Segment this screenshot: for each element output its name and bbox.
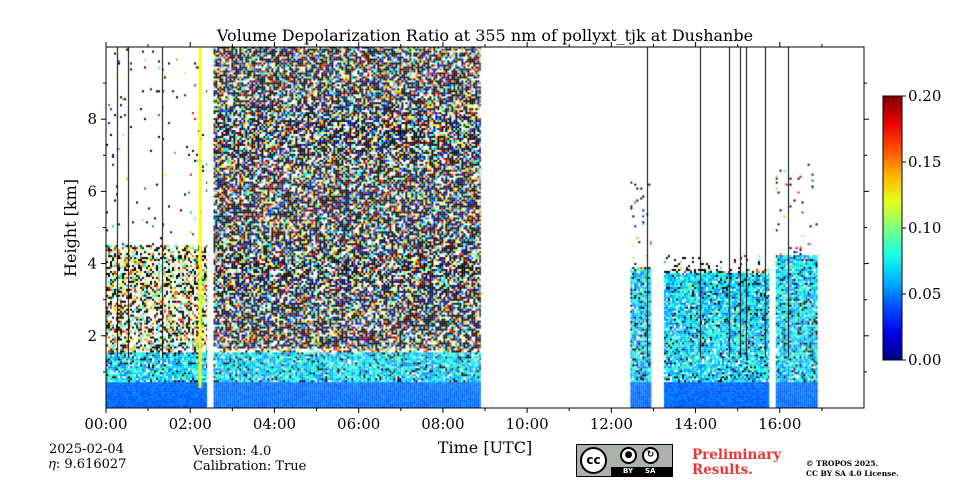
eta-text: 𝜂: 9.616027 — [49, 457, 127, 472]
y-tick-label: 6 — [87, 182, 97, 200]
y-tick-label: 8 — [87, 110, 97, 128]
calibration-text: Calibration: True — [193, 459, 307, 474]
y-tick-label: 4 — [87, 255, 97, 273]
date-text: 2025-02-04 — [49, 442, 124, 457]
colorbar-gradient — [882, 95, 903, 361]
colorbar-tick-label: 0.15 — [908, 153, 941, 171]
y-axis-label: Height [km] — [61, 179, 80, 277]
copyright-line-1: © TROPOS 2025. — [806, 459, 879, 468]
plot-area — [106, 47, 864, 408]
version-text: Version: 4.0 — [193, 444, 272, 459]
x-tick-label: 08:00 — [421, 415, 464, 433]
date-info: 2025-02-04 𝜂: 9.616027 — [49, 442, 126, 472]
chart-title: Volume Depolarization Ratio at 355 nm of… — [216, 26, 753, 45]
y-tick-label: 2 — [87, 327, 97, 345]
colorbar-tick-label: 0.20 — [908, 87, 941, 105]
colorbar-tick-label: 0.00 — [908, 351, 941, 369]
x-tick-label: 10:00 — [505, 415, 548, 433]
cc-license-badge: cc ● ↻ BY SA — [576, 444, 673, 477]
x-tick-label: 12:00 — [590, 415, 633, 433]
preliminary-line-2: Results. — [692, 462, 753, 478]
cc-badge-bar — [611, 467, 672, 476]
x-tick-label: 00:00 — [84, 415, 127, 433]
x-axis-label: Time [UTC] — [438, 438, 532, 457]
colorbar: 0.00 0.05 0.10 0.15 0.20 — [882, 87, 941, 369]
sa-label: SA — [645, 467, 656, 475]
x-tick-label: 02:00 — [169, 415, 212, 433]
x-tick-label: 16:00 — [758, 415, 801, 433]
axes: 00:00 02:00 04:00 06:00 08:00 10:00 12:00 14:00… — [84, 42, 869, 433]
sa-share-alike-icon: ↻ — [642, 447, 659, 464]
x-tick-label: 14:00 — [674, 415, 717, 433]
by-label: BY — [623, 467, 634, 475]
x-tick-label: 06:00 — [337, 415, 380, 433]
version-info: Version: 4.0 Calibration: True — [193, 444, 306, 474]
cc-icon: cc — [580, 447, 607, 474]
depolarization-heatmap — [106, 47, 864, 408]
copyright-line-2: CC BY SA 4.0 License. — [806, 469, 899, 478]
x-tick-label: 04:00 — [253, 415, 296, 433]
colorbar-tick-label: 0.10 — [908, 219, 941, 237]
preliminary-results-note: Preliminary Results. — [692, 448, 781, 478]
preliminary-line-1: Preliminary — [692, 447, 782, 463]
by-person-icon: ● — [620, 447, 637, 464]
colorbar-tick-label: 0.05 — [908, 285, 941, 303]
copyright-note: © TROPOS 2025. CC BY SA 4.0 License. — [806, 459, 899, 479]
